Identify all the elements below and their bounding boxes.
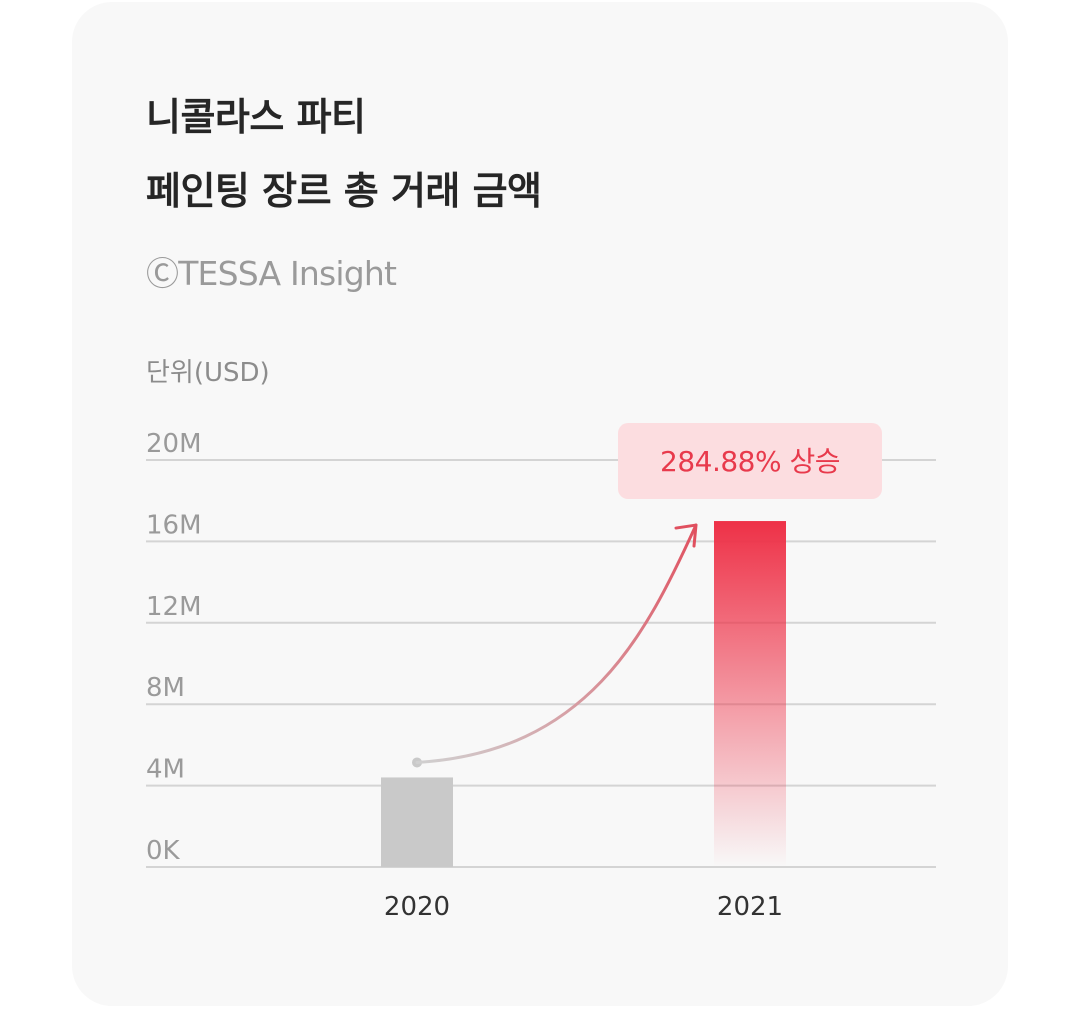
grid-lines	[146, 459, 936, 868]
chart-title-line-2: 페인팅 장르 총 거래 금액	[146, 169, 542, 213]
growth-annotation: 284.88% 상승	[660, 445, 840, 478]
x-tick-label: 2020	[384, 892, 450, 922]
x-axis-labels: 2020 2021	[384, 892, 783, 922]
callout-box	[618, 423, 882, 500]
unit-label: 단위(USD)	[146, 358, 270, 388]
y-tick-label: 0K	[146, 836, 181, 866]
source-credit: ⒸTESSA Insight	[146, 254, 397, 293]
y-tick-label: 4M	[146, 755, 185, 785]
y-axis-ticks: 0K 4M 8M 12M 16M 20M	[146, 429, 202, 866]
bar-2020	[381, 777, 453, 867]
bar-2021	[714, 521, 786, 867]
growth-arrow	[412, 523, 698, 768]
y-tick-label: 16M	[146, 510, 202, 540]
chart-card	[72, 2, 1008, 1006]
chart-title-line-1: 니콜라스 파티	[146, 95, 366, 139]
growth-callout: 284.88% 상승	[618, 423, 882, 500]
y-tick-label: 20M	[146, 429, 202, 459]
y-tick-label: 8M	[146, 673, 185, 703]
growth-arrow-path	[415, 523, 698, 764]
x-tick-label: 2021	[717, 892, 783, 922]
y-tick-label: 12M	[146, 592, 202, 622]
bars	[381, 521, 786, 867]
growth-arrow-head	[674, 523, 698, 548]
